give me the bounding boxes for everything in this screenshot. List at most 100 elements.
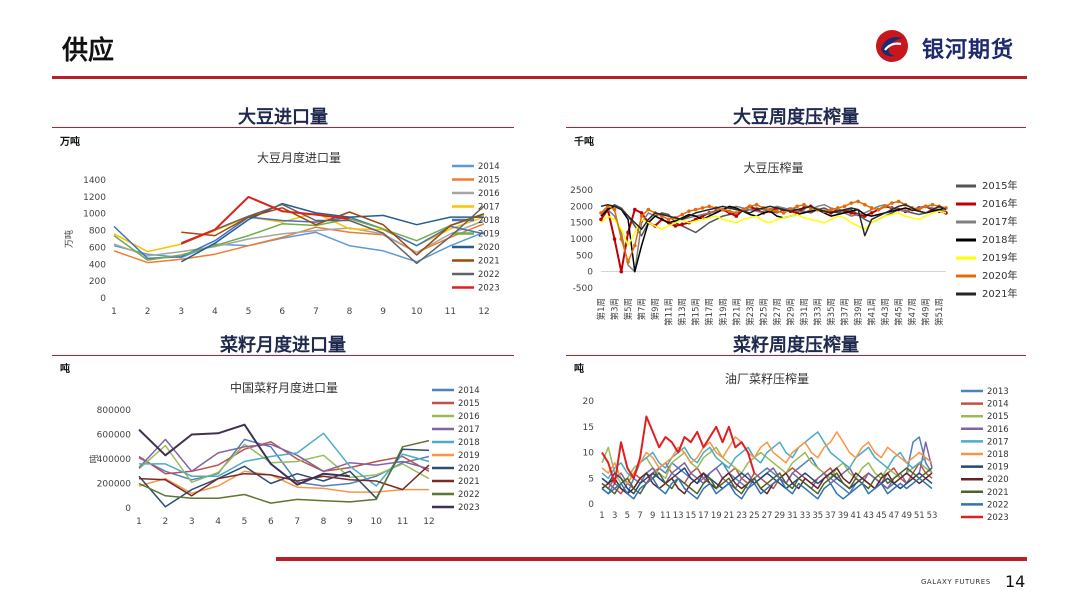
legend-label: 2017年 bbox=[982, 215, 1017, 228]
x-tick-label: 45 bbox=[876, 511, 887, 521]
series-line-2018 bbox=[139, 432, 430, 487]
x-tick-label: 第29周 bbox=[785, 298, 796, 326]
x-tick-label: 21 bbox=[724, 511, 735, 521]
legend-label: 2019 bbox=[987, 463, 1009, 473]
panel-rule bbox=[566, 127, 1026, 128]
panel-rule bbox=[566, 355, 1026, 356]
data-point bbox=[754, 202, 759, 207]
legend-label: 2015 bbox=[458, 399, 480, 409]
x-tick-label: 第43周 bbox=[880, 298, 891, 326]
page-number: 14 bbox=[1005, 572, 1026, 591]
data-point bbox=[646, 207, 651, 212]
x-tick-label: 8 bbox=[347, 307, 353, 317]
y-axis-label: 吨 bbox=[88, 454, 100, 463]
x-tick-label: 第7周 bbox=[637, 298, 648, 320]
x-tick-label: 第17周 bbox=[704, 298, 715, 326]
series-line-2021 bbox=[138, 464, 430, 497]
data-point bbox=[856, 199, 860, 204]
footer-brand: GALAXY FUTURES bbox=[921, 578, 991, 586]
series-line-2023 bbox=[601, 415, 756, 485]
data-point bbox=[781, 211, 786, 215]
x-tick-label: 1 bbox=[136, 517, 142, 527]
data-point bbox=[599, 217, 603, 222]
series-line-2017 bbox=[601, 431, 933, 480]
x-tick-label: 9 bbox=[650, 511, 655, 521]
legend-label: 2016年 bbox=[982, 197, 1017, 210]
x-tick-label: 53 bbox=[927, 511, 938, 521]
page-title: 供应 bbox=[62, 36, 115, 66]
y-tick-label: 500 bbox=[576, 251, 593, 261]
x-tick-label: 第27周 bbox=[772, 298, 783, 326]
panel-unit: 万吨 bbox=[60, 137, 80, 148]
y-tick-label: 20 bbox=[583, 397, 595, 407]
x-tick-label: 49 bbox=[901, 511, 912, 521]
x-tick-label: 2 bbox=[145, 307, 151, 317]
series-line-2020 bbox=[601, 467, 933, 495]
series-line-2018 bbox=[113, 216, 485, 260]
panel-rule bbox=[52, 355, 514, 356]
x-tick-label: 11 bbox=[445, 307, 456, 317]
data-point bbox=[768, 207, 772, 212]
panel-title-rapeseed-import: 菜籽月度进口量 bbox=[220, 335, 346, 356]
chart-soy-weekly-crush: 大豆压榨量 -500 0 500 1000 1500 2000 2500 第1周 第3周 第5周 第7… bbox=[570, 160, 1017, 326]
data-point bbox=[639, 214, 644, 218]
series-line-2022 bbox=[601, 477, 933, 500]
data-point bbox=[599, 211, 603, 215]
x-tick-label: 6 bbox=[279, 307, 285, 317]
series-line-2022 bbox=[181, 203, 485, 265]
legend-label: 2017 bbox=[987, 437, 1009, 447]
x-tick-label: 19 bbox=[711, 511, 722, 521]
legend-label: 2020 bbox=[478, 243, 500, 253]
galaxy-futures-logo bbox=[876, 30, 908, 62]
x-tick-label: 1 bbox=[599, 511, 604, 521]
data-point bbox=[748, 204, 752, 209]
y-tick-label: 200 bbox=[89, 277, 106, 287]
x-tick-label: 4 bbox=[215, 517, 221, 527]
x-tick-label: 37 bbox=[825, 511, 836, 521]
x-tick-label: 第35周 bbox=[826, 298, 837, 326]
y-tick-label: -500 bbox=[573, 284, 594, 294]
legend-label: 2015年 bbox=[982, 179, 1017, 192]
x-tick-label: 第39周 bbox=[853, 298, 864, 326]
legend-label: 2018 bbox=[478, 216, 500, 226]
y-tick-label: 10 bbox=[583, 449, 595, 459]
data-point bbox=[693, 207, 698, 212]
y-tick-label: 15 bbox=[583, 423, 594, 433]
x-tick-label: 41 bbox=[850, 511, 861, 521]
y-tick-label: 600000 bbox=[97, 431, 132, 441]
x-tick-label: 第3周 bbox=[610, 298, 621, 320]
x-tick-label: 29 bbox=[774, 511, 785, 521]
legend-label: 2014 bbox=[987, 400, 1009, 410]
legend-label: 2020 bbox=[987, 475, 1009, 485]
x-tick-label: 4 bbox=[212, 307, 218, 317]
legend-label: 2022 bbox=[987, 500, 1009, 510]
data-point bbox=[802, 202, 806, 207]
y-axis-label: 万吨 bbox=[63, 230, 75, 248]
data-point bbox=[795, 204, 799, 209]
data-point bbox=[775, 209, 779, 214]
legend-label: 2015 bbox=[478, 176, 500, 186]
x-tick-label: 10 bbox=[411, 307, 423, 317]
legend-label: 2018 bbox=[458, 438, 480, 448]
y-tick-label: 800000 bbox=[97, 406, 132, 416]
data-point bbox=[923, 204, 928, 209]
y-tick-label: 5 bbox=[588, 474, 594, 484]
x-tick-label: 第41周 bbox=[867, 298, 878, 326]
data-point bbox=[639, 211, 644, 215]
y-tick-label: 1200 bbox=[83, 193, 106, 203]
legend-label: 2023 bbox=[458, 503, 480, 513]
x-tick-label: 第49周 bbox=[921, 298, 932, 326]
x-tick-label: 9 bbox=[347, 517, 353, 527]
data-point bbox=[619, 269, 624, 274]
chart-title: 大豆压榨量 bbox=[743, 160, 803, 175]
x-tick-label: 12 bbox=[423, 517, 434, 527]
x-tick-label: 33 bbox=[800, 511, 811, 521]
data-point bbox=[869, 206, 874, 210]
x-tick-label: 15 bbox=[685, 511, 696, 521]
x-tick-label: 2 bbox=[162, 517, 168, 527]
y-tick-label: 2000 bbox=[570, 202, 593, 212]
data-point bbox=[633, 243, 637, 248]
x-tick-label: 6 bbox=[268, 517, 274, 527]
series-line-2021 bbox=[181, 207, 485, 256]
